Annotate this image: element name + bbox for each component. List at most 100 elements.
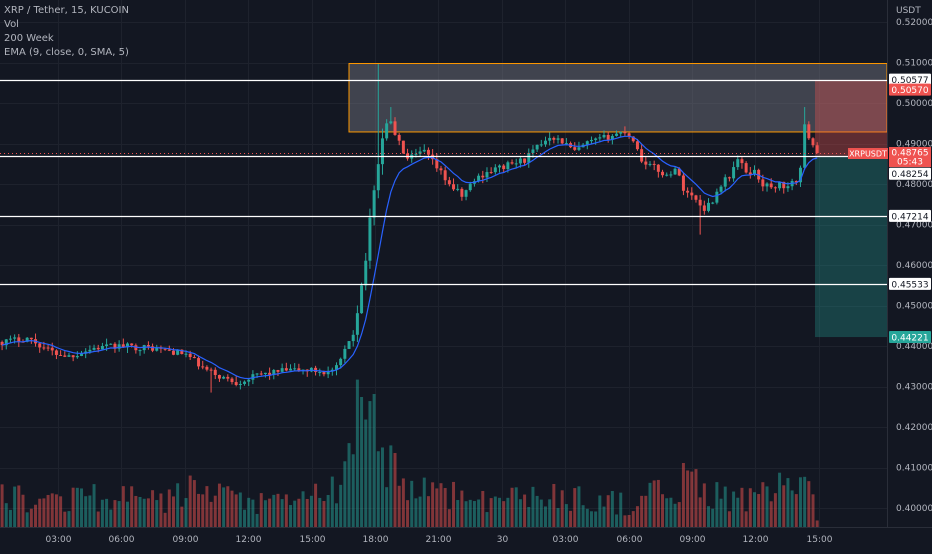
candle-body — [786, 186, 790, 189]
volume-bar — [222, 487, 226, 527]
volume-bar — [88, 495, 92, 527]
volume-bar — [155, 500, 159, 527]
candle-body — [677, 168, 681, 176]
volume-bar — [477, 499, 481, 527]
candle-body — [184, 353, 188, 355]
candle-body — [803, 124, 807, 168]
y-tick-label: 0.50000 — [896, 99, 932, 109]
volume-bar — [694, 469, 698, 527]
candle-body — [493, 167, 497, 173]
candle-body — [815, 145, 819, 154]
candle-body — [251, 374, 255, 380]
position-target-area — [815, 155, 887, 338]
volume-bar — [418, 496, 422, 527]
volume-bar — [188, 475, 192, 527]
volume-bar — [272, 494, 276, 527]
volume-bar — [385, 487, 389, 527]
candle-body — [50, 347, 54, 351]
candle-body — [100, 345, 104, 350]
candle-body — [560, 138, 564, 144]
volume-bar — [514, 487, 518, 527]
candle-body — [192, 357, 196, 359]
volume-bar — [439, 483, 443, 527]
volume-bar — [410, 480, 414, 527]
volume-bar — [280, 499, 284, 527]
volume-bar — [468, 499, 472, 527]
volume-bar — [180, 506, 184, 527]
volume-bar — [167, 489, 171, 527]
candle-body — [126, 343, 129, 348]
volume-bar — [581, 505, 585, 527]
volume-bar — [50, 493, 54, 527]
candle-body — [393, 121, 397, 135]
candles — [0, 64, 819, 393]
candle-body — [761, 179, 765, 187]
level-label-3: 0.48254 — [891, 170, 928, 180]
volume-bar — [723, 486, 727, 527]
volume-bar — [171, 496, 175, 527]
volume-bar — [531, 486, 535, 527]
candle-body — [669, 174, 673, 176]
symbol-title[interactable]: XRP / Tether, 15, KUCOIN — [4, 5, 129, 16]
candle-body — [702, 205, 706, 211]
volume-bar — [397, 485, 401, 527]
x-tick-label: 21:00 — [426, 535, 452, 545]
legend-volume[interactable]: Vol — [4, 19, 19, 30]
volume-bar — [54, 494, 58, 527]
candle-body — [769, 183, 773, 188]
volume-bar — [142, 498, 146, 527]
candle-body — [748, 172, 752, 175]
volume-bar — [594, 511, 598, 527]
candle-body — [798, 167, 802, 183]
candle-body — [715, 191, 719, 203]
volume-bar — [443, 488, 447, 527]
candle-body — [773, 187, 777, 189]
volume-bar — [535, 495, 539, 527]
candle-body — [230, 378, 234, 383]
candle-body — [635, 141, 639, 150]
x-tick-label: 18:00 — [363, 535, 389, 545]
candle-body — [243, 381, 247, 384]
candle-body — [456, 188, 460, 190]
candle-body — [75, 355, 79, 358]
candle-body — [548, 137, 552, 141]
volume-bar — [803, 476, 807, 527]
y-tick-label: 0.43000 — [896, 383, 932, 393]
legend-200-week[interactable]: 200 Week — [4, 33, 54, 44]
candle-body — [38, 343, 42, 348]
volume-bar — [360, 397, 364, 527]
volume-bars — [0, 379, 819, 527]
y-tick-label: 0.48000 — [896, 180, 932, 190]
volume-bar — [485, 512, 489, 527]
candle-body — [577, 147, 581, 150]
candle-body — [681, 175, 685, 191]
candle-body — [59, 354, 63, 356]
y-tick-label: 0.41000 — [896, 464, 932, 474]
candle-body — [589, 139, 593, 142]
volume-bar — [656, 479, 660, 527]
volume-bar — [560, 490, 564, 527]
y-tick-label: 0.52000 — [896, 18, 932, 28]
zones — [348, 63, 888, 338]
y-tick-label: 0.42000 — [896, 423, 932, 433]
candle-body — [314, 367, 318, 373]
volume-bar — [518, 499, 522, 527]
volume-bar — [510, 487, 514, 527]
volume-bar — [63, 511, 67, 527]
volume-bar — [619, 492, 623, 527]
volume-bar — [648, 482, 652, 527]
volume-bar — [67, 511, 71, 527]
volume-bar — [80, 488, 83, 527]
x-tick-label: 12:00 — [236, 535, 262, 545]
candle-body — [272, 370, 276, 375]
volume-bar — [38, 498, 42, 527]
candle-body — [318, 372, 322, 374]
volume-bar — [757, 494, 761, 527]
volume-bar — [673, 503, 677, 527]
candle-body — [17, 337, 21, 342]
volume-bar — [121, 486, 125, 527]
legend-ema[interactable]: EMA (9, close, 0, SMA, 5) — [4, 47, 129, 58]
candle-body — [732, 167, 736, 179]
